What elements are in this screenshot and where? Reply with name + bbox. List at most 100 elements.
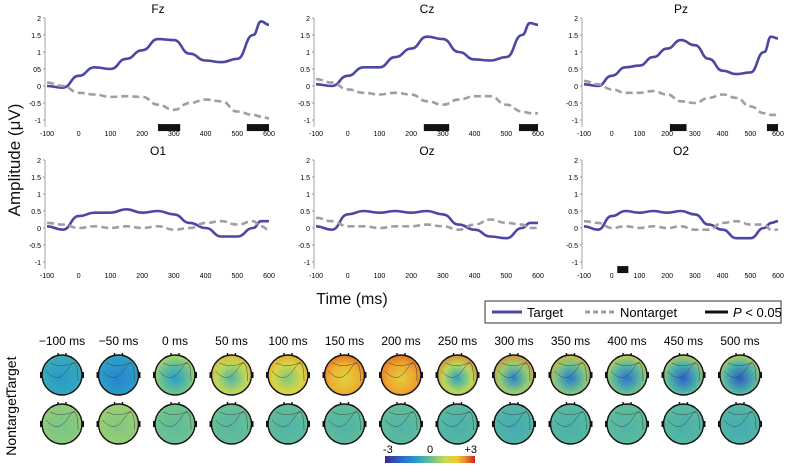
ear-left	[40, 421, 42, 427]
nontarget-line	[583, 79, 778, 117]
y-tick-label: 1.5	[568, 33, 578, 40]
y-tick-label: -1	[572, 260, 578, 267]
row-label-target: Target	[3, 356, 19, 395]
x-tick-label: 600	[532, 273, 544, 280]
contour-line	[667, 362, 700, 382]
y-tick-label: 1.5	[300, 33, 310, 40]
y-tick-label: -1	[35, 118, 41, 125]
x-tick-label: 600	[772, 273, 784, 280]
x-tick-label: -100	[309, 131, 323, 138]
contour-line	[215, 411, 248, 431]
topomap-target	[266, 353, 310, 396]
y-axis-label: Amplitude (μV)	[5, 104, 24, 217]
ear-right	[477, 372, 480, 378]
topomap-nontarget	[40, 402, 84, 445]
x-tick-label: -100	[577, 273, 591, 280]
y-tick-label: 1.5	[31, 175, 41, 182]
scalp-map	[493, 354, 535, 396]
ear-right	[477, 421, 480, 427]
x-tick-label: 200	[405, 131, 417, 138]
y-tick-label: 1	[306, 50, 310, 57]
y-tick-label: 0.5	[568, 67, 578, 74]
significance-bar	[617, 266, 629, 274]
scalp-map	[719, 403, 761, 445]
nose-marker	[678, 353, 689, 355]
scalp-map	[97, 354, 140, 396]
nose-marker	[396, 353, 406, 355]
topomap-target	[605, 353, 649, 396]
y-tick-label: 2	[574, 16, 578, 23]
nose-marker	[565, 402, 576, 404]
nontarget-line	[46, 81, 270, 120]
legend-sig-label: P < 0.05	[733, 305, 782, 320]
contour-line	[727, 361, 754, 366]
topomap-time-label: 250 ms	[438, 334, 477, 348]
contour-line	[554, 411, 587, 431]
topomaps: −100 ms −50 ms 0 ms 50 ms 100 ms 150 ms 200 ms…	[39, 334, 762, 445]
nose-marker	[622, 402, 632, 404]
colorbar-gradient	[385, 456, 475, 463]
contour-line	[158, 362, 192, 382]
plot-o2: O2 -1 -0.5 0 0.5 1 1.5 2 -100 0 100 200 300 400 500 600	[566, 144, 784, 280]
y-tick-label: -1	[572, 118, 578, 125]
x-axis-label: Time (ms)	[316, 291, 387, 308]
ear-left	[209, 372, 212, 378]
contour-line	[162, 361, 189, 366]
y-tick-label: -1	[304, 118, 310, 125]
ear-left	[435, 421, 438, 427]
ear-left	[266, 372, 268, 378]
contour-line	[614, 361, 641, 366]
nose-marker	[283, 402, 293, 404]
nose-marker	[452, 353, 463, 355]
target-line	[583, 209, 779, 240]
nontarget-line	[315, 77, 538, 115]
nose-marker	[509, 402, 519, 404]
ear-left	[435, 372, 438, 378]
plot-title: Fz	[151, 2, 164, 16]
nose-marker	[170, 402, 180, 404]
ear-left	[718, 421, 720, 427]
nose-marker	[339, 353, 350, 355]
x-tick-label: 100	[634, 273, 646, 280]
contour-line	[384, 362, 418, 382]
nose-marker	[226, 402, 237, 404]
ear-right	[251, 372, 254, 378]
colorbar: -3 0 +3	[383, 444, 477, 463]
y-tick-label: -0.5	[298, 101, 310, 108]
x-tick-label: 400	[469, 131, 481, 138]
legend: Target Nontarget P < 0.05	[484, 300, 782, 324]
scalp-map	[41, 354, 83, 396]
scalp-map	[549, 403, 592, 445]
nose-marker	[283, 353, 293, 355]
topomap-target	[153, 353, 197, 396]
x-tick-label: 400	[717, 273, 729, 280]
nose-marker	[113, 353, 124, 355]
contour-line	[215, 362, 248, 382]
nose-marker	[113, 402, 124, 404]
plot-title: O1	[150, 144, 166, 158]
plot-cz: Cz -1 -0.5 0 0.5 1 1.5 2 -100 0 100 200 300 400 500 600	[298, 2, 544, 138]
scalp-map	[154, 354, 196, 396]
contour-line	[558, 361, 584, 366]
y-tick-label: -0.5	[566, 101, 578, 108]
contour-line	[671, 361, 697, 366]
ear-right	[421, 421, 423, 427]
ear-right	[251, 421, 254, 427]
y-tick-label: 1	[306, 192, 310, 199]
significance-bar	[158, 124, 181, 132]
topomap-target	[718, 353, 762, 396]
x-tick-label: 400	[200, 273, 212, 280]
ear-right	[82, 372, 84, 378]
topomap-nontarget	[605, 402, 649, 445]
ear-left	[322, 372, 325, 378]
nontarget-line	[315, 216, 538, 232]
x-tick-label: 100	[374, 273, 386, 280]
y-tick-label: 1	[37, 192, 41, 199]
y-tick-label: 0.5	[568, 209, 578, 216]
ear-left	[661, 421, 664, 427]
topomap-nontarget	[435, 402, 480, 445]
contour-line	[441, 362, 474, 382]
topomap-target	[96, 353, 141, 396]
contour-line	[501, 361, 528, 366]
ear-right	[138, 372, 141, 378]
